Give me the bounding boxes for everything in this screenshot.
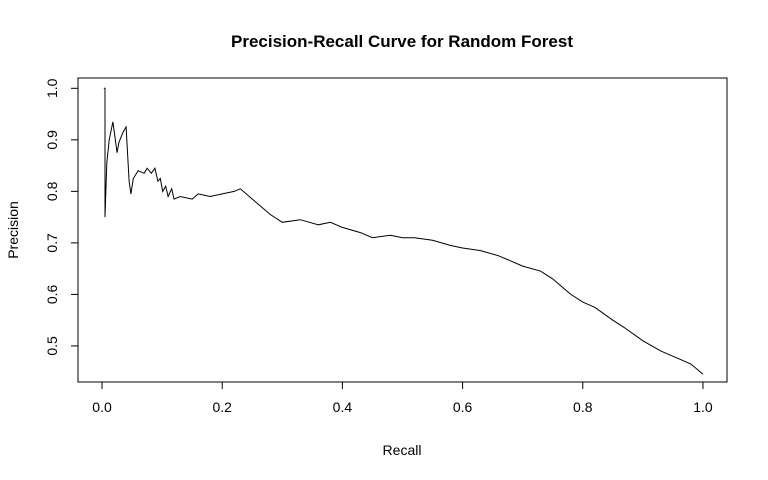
x-tick-label: 0.8 [573,399,593,415]
y-tick-label: 0.6 [44,284,60,304]
y-tick-label: 0.7 [44,233,60,253]
y-tick-label: 0.8 [44,181,60,201]
x-axis: 0.0 0.2 0.4 0.6 0.8 1.0 [92,382,713,415]
y-tick-label: 0.5 [44,336,60,356]
y-tick-label: 1.0 [44,78,60,98]
plot-area-border [77,77,728,383]
y-axis: 0.5 0.6 0.7 0.8 0.9 1.0 [44,78,78,356]
x-tick-label: 0.4 [333,399,353,415]
y-axis-label: Precision [5,201,21,259]
x-axis-label: Recall [383,442,422,458]
series-line-precision-recall [103,87,704,375]
x-tick-label: 1.0 [693,399,713,415]
x-tick-label: 0.2 [212,399,232,415]
x-tick-label: 0.0 [92,399,112,415]
chart-title: Precision-Recall Curve for Random Forest [231,32,573,51]
y-tick-label: 0.9 [44,130,60,150]
x-tick-label: 0.6 [453,399,473,415]
